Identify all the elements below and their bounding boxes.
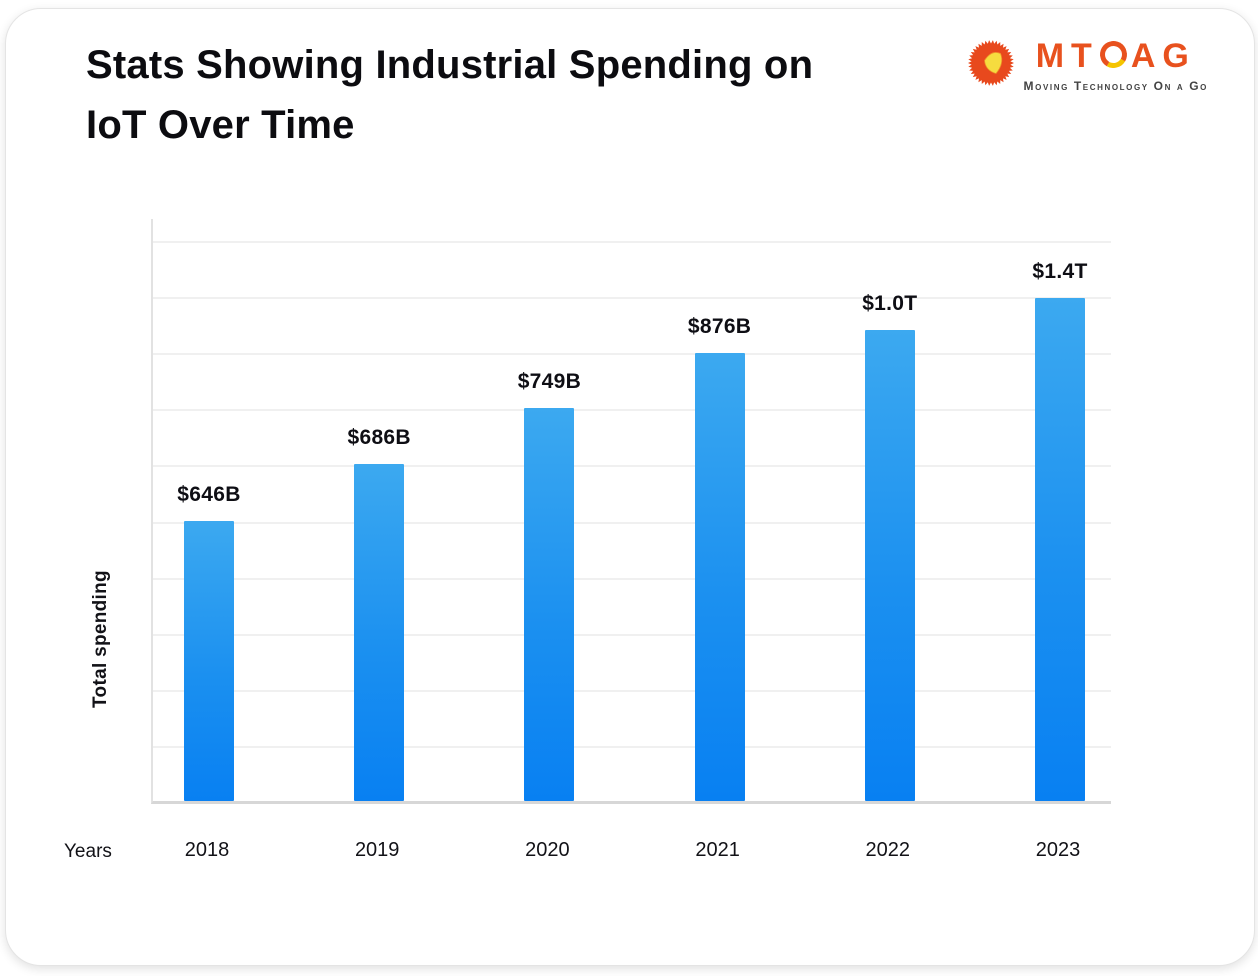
gridline [153,241,1111,243]
x-tick-label: 2022 [865,839,911,861]
gridline [153,745,1111,748]
brand-logo: MT AG Moving Technology On a Go [967,35,1208,93]
gridline [153,409,1111,412]
x-tick-label: 2023 [1035,839,1081,861]
bar-slot-2019: $686B [319,219,439,801]
bar-slot-2018: $646B [149,219,269,801]
bar-slot-2021: $876B [660,219,780,801]
x-tick-label: 2020 [525,839,570,861]
brand-letters-mt: MT [1035,37,1099,75]
brand-letter-o-ring [1096,37,1130,72]
y-axis-title: Total spending [90,570,111,708]
brand-text-block: MT AG Moving Technology On a Go [1024,35,1208,93]
gridline [153,633,1111,636]
x-tick-label: 2019 [354,839,400,861]
gridline [153,689,1111,692]
bar-slot-2020: $749B [489,219,609,801]
x-tick-label: 2021 [695,839,740,861]
infographic-card: Stats Showing Industrial Spending on IoT… [5,8,1255,966]
bar-2021 [694,353,745,801]
bar-value-label: $686B [347,426,411,449]
x-axis-title: Years [64,841,112,862]
brand-tagline: Moving Technology On a Go [1023,79,1208,93]
bar-slot-2023: $1.4T [1000,219,1120,801]
bar-slot-2022: $1.0T [830,219,950,801]
bar-2020 [524,408,575,801]
gridline [153,577,1111,580]
x-axis-tick-row: 2018 2019 2020 2021 2022 2023 [151,839,1109,871]
gridline [153,521,1111,524]
plot-area: $646B $686B $749B $876B $1.0T $1.4T [151,219,1111,804]
brand-letters-ag: AG [1130,37,1196,75]
bar-2019 [354,464,405,801]
sunburst-icon [967,40,1014,86]
bar-value-label: $876B [687,315,752,338]
x-tick-label: 2018 [184,839,230,861]
brand-wordmark: MT AG [1036,35,1196,77]
page-title-line-2: IoT Over Time [86,103,355,147]
bar-2018 [184,521,234,801]
bar-value-label: $1.4T [1032,260,1088,283]
bar-value-label: $749B [517,370,582,393]
bar-value-label: $1.0T [862,292,918,315]
gridline [153,353,1111,356]
bar-2023 [1035,298,1085,801]
page-title-line-1: Stats Showing Industrial Spending on [86,43,814,87]
bar-2022 [864,330,915,801]
gridline [153,465,1111,468]
page-title: Stats Showing Industrial Spending on IoT… [86,35,813,155]
bar-value-label: $646B [177,483,241,506]
gridline [153,297,1111,300]
